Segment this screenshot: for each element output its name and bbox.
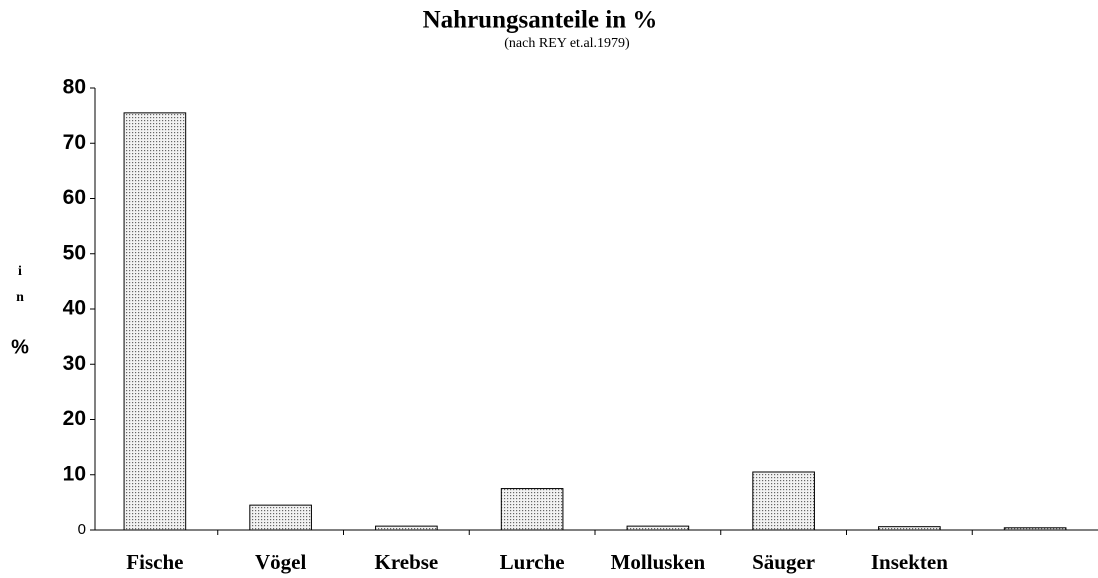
bar xyxy=(249,504,312,531)
y-tick-label: 0 xyxy=(78,521,86,538)
y-tick-label: 20 xyxy=(63,407,86,430)
y-tick-label: 50 xyxy=(63,241,86,264)
bar xyxy=(123,112,187,531)
x-tick-label: Fische xyxy=(126,550,183,574)
bar xyxy=(1003,527,1067,531)
chart-title: Nahrungsanteile in % xyxy=(423,7,658,34)
x-tick-label: Lurche xyxy=(500,550,565,574)
y-tick-label: 80 xyxy=(63,76,86,99)
chart-subtitle: (nach REY et.al.1979) xyxy=(504,36,630,51)
x-tick-label: Insekten xyxy=(871,550,948,574)
bar xyxy=(500,488,564,531)
x-tick-label: Mollusken xyxy=(611,550,706,574)
x-tick-label: Säuger xyxy=(752,550,815,574)
y-tick-label: 70 xyxy=(63,131,86,154)
bar xyxy=(375,525,438,531)
x-tick-label: Vögel xyxy=(255,550,306,574)
bar xyxy=(626,525,690,531)
y-tick-label: 60 xyxy=(63,186,86,209)
y-axis-label: % xyxy=(11,336,29,358)
bar xyxy=(878,526,941,531)
y-tick-label: 10 xyxy=(63,462,86,485)
bar xyxy=(752,471,815,531)
y-axis-label: i xyxy=(18,264,22,279)
y-tick-label: 30 xyxy=(63,352,86,375)
y-tick-label: 40 xyxy=(63,297,86,320)
y-axis-label: n xyxy=(16,290,24,305)
x-tick-label: Krebse xyxy=(374,550,438,574)
